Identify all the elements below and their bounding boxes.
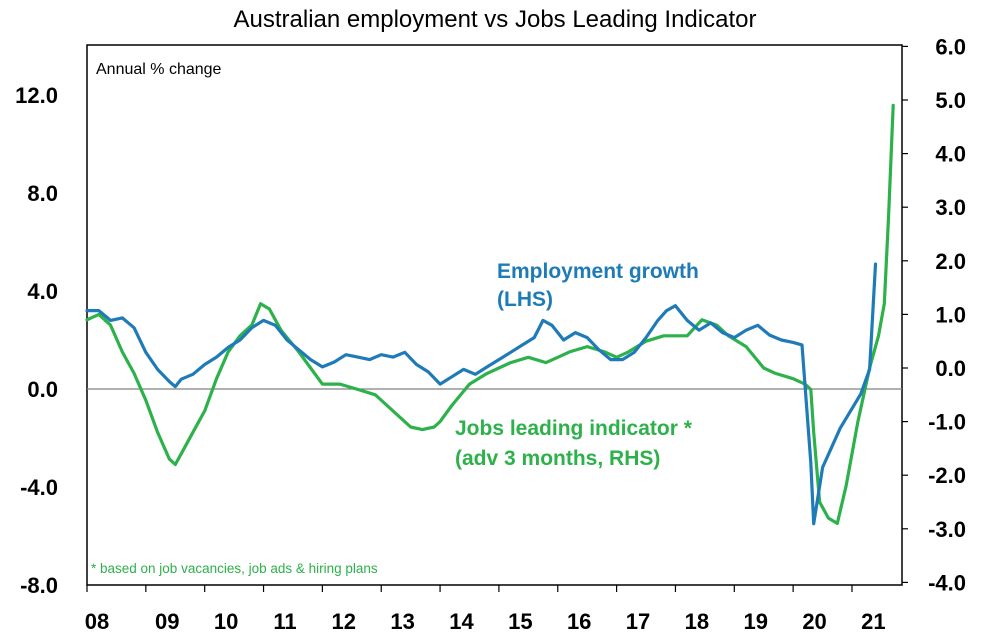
- y-left-tick-label: 0.0: [27, 377, 58, 402]
- y-right-tick-label: 3.0: [935, 195, 966, 220]
- x-tick-label: 20: [802, 609, 826, 634]
- y-right-tick-label: -2.0: [928, 463, 966, 488]
- y-right-tick-label: 6.0: [935, 34, 966, 59]
- x-tick-label: 08: [85, 609, 109, 634]
- x-tick-label: 18: [685, 609, 709, 634]
- x-tick-label: 10: [214, 609, 238, 634]
- employment-label-line1: Employment growth: [497, 260, 699, 283]
- footnote: * based on job vacancies, job ads & hiri…: [91, 561, 378, 576]
- y-left-tick-label: 8.0: [27, 181, 58, 206]
- x-tick-label: 16: [567, 609, 591, 634]
- y-right-tick-label: 5.0: [935, 88, 966, 113]
- x-tick-label: 13: [390, 609, 414, 634]
- y-right-tick-label: -4.0: [928, 570, 966, 595]
- series-lines: [85, 103, 895, 526]
- x-tick-label: 14: [449, 609, 474, 634]
- y-right-tick-label: 0.0: [935, 356, 966, 381]
- jobs-leading-indicator-line: [85, 103, 895, 526]
- y-right-tick-label: -1.0: [928, 410, 966, 435]
- x-tick-label: 12: [332, 609, 356, 634]
- y-right-tick-label: 4.0: [935, 142, 966, 167]
- plot-area-frame: [86, 44, 903, 586]
- x-ticks: 08 09 10 11 12 13 14 15 16 17 18 19 20 21: [85, 585, 886, 634]
- y-left-tick-label: 12.0: [15, 83, 58, 108]
- x-tick-label: 17: [626, 609, 650, 634]
- y-left-tick-label: -4.0: [20, 475, 58, 500]
- chart-title: Australian employment vs Jobs Leading In…: [234, 6, 757, 33]
- x-tick-label: 19: [743, 609, 767, 634]
- x-tick-label: 11: [273, 609, 296, 634]
- y-right-tick-label: 2.0: [935, 249, 966, 274]
- employment-label-line2: (LHS): [497, 288, 553, 311]
- y-right-ticks: 6.0 5.0 4.0 3.0 2.0 1.0 0.0 -1.0 -2.0 -3.0 -4.0: [902, 34, 966, 595]
- y-right-tick-label: 1.0: [935, 302, 966, 327]
- jobs-indicator-label-line1: Jobs leading indicator *: [455, 417, 693, 440]
- x-tick-label: 15: [508, 609, 532, 634]
- y-left-ticks: 12.0 8.0 4.0 0.0 -4.0 -8.0: [15, 83, 58, 598]
- y-left-tick-label: 4.0: [27, 279, 58, 304]
- y-right-tick-label: -3.0: [928, 517, 966, 542]
- x-tick-label: 21: [861, 609, 885, 634]
- jobs-indicator-label-line2: (adv 3 months, RHS): [455, 447, 660, 470]
- y-left-unit-note: Annual % change: [96, 61, 222, 78]
- employment-growth-line: [85, 262, 878, 526]
- y-left-tick-label: -8.0: [20, 573, 58, 598]
- x-tick-label: 09: [155, 609, 179, 634]
